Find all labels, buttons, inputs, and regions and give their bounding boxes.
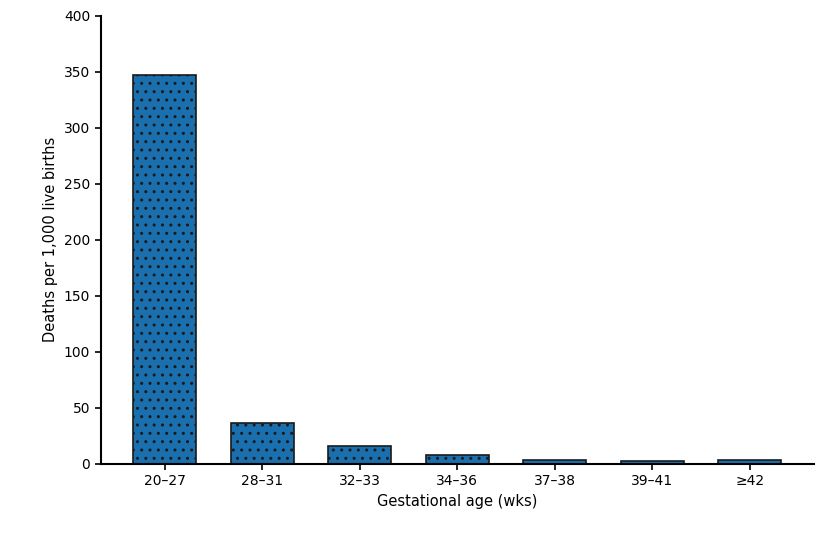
Bar [133, 75, 196, 464]
Bar [523, 460, 586, 464]
Bar [425, 455, 489, 464]
Bar [328, 446, 392, 464]
Y-axis label: Deaths per 1,000 live births: Deaths per 1,000 live births [44, 137, 59, 343]
Bar [621, 461, 684, 464]
Bar [718, 460, 781, 464]
X-axis label: Gestational age (wks): Gestational age (wks) [377, 494, 538, 508]
Bar [231, 423, 294, 464]
